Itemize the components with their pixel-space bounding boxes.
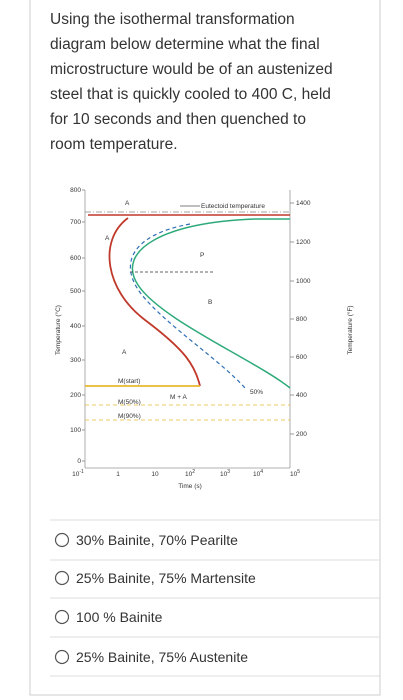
y-left-tick: 100 — [70, 427, 81, 434]
y-left-tick: 400 — [70, 323, 81, 330]
radio[interactable] — [54, 570, 70, 586]
question-line: microstructure would be of an austenized — [50, 61, 333, 78]
separators — [50, 519, 380, 677]
diagram-label: Eutectoid temperature — [201, 203, 265, 210]
diagram-label: 50% — [250, 389, 263, 396]
y-right-tick: 600 — [296, 354, 307, 361]
question-line: Using the isothermal transformation — [50, 11, 295, 28]
diagram — [84, 190, 291, 469]
question-line: diagram below determine what the final — [50, 36, 320, 53]
x-tick: 1 — [116, 471, 120, 478]
y-left-tick: 700 — [70, 219, 81, 226]
radio[interactable] — [54, 649, 70, 665]
x-tick-base: 10 — [220, 471, 228, 478]
option[interactable]: 25% Bainite, 75% Austenite — [54, 649, 249, 665]
y-right-tick: 400 — [296, 392, 307, 399]
x-tick: 103 — [220, 469, 230, 478]
diagram-label: A — [125, 200, 130, 207]
x-tick-exp: 3 — [227, 469, 230, 475]
diagram-label: M(start) — [118, 378, 140, 385]
x-tick: 10 — [151, 471, 159, 478]
x-tick: 10-1 — [72, 469, 84, 478]
x-tick: 102 — [185, 469, 195, 478]
question-line: room temperature. — [50, 136, 178, 153]
x-tick-base: 10 — [253, 471, 261, 478]
diagram-label: M(50%) — [118, 399, 141, 406]
radio[interactable] — [54, 609, 70, 625]
x-tick-base: 10 — [290, 471, 298, 478]
y-left-tick: 0 — [77, 458, 81, 465]
option[interactable]: 25% Bainite, 75% Martensite — [54, 570, 256, 586]
diagram-label: M(90%) — [118, 413, 141, 420]
x-tick: 104 — [253, 469, 263, 478]
question-line: steel that is quickly cooled to 400 C, h… — [50, 86, 331, 103]
y-right-tick: 1400 — [296, 200, 311, 207]
finish-curve — [131, 218, 291, 389]
half-curve — [129, 223, 246, 389]
radio[interactable] — [54, 532, 70, 548]
diagram-label: B — [208, 299, 212, 306]
start-curve — [108, 217, 201, 387]
y-right-tick: 800 — [296, 316, 307, 323]
y-left-tick: 500 — [70, 288, 81, 295]
option-text: 30% Bainite, 70% Pearilte — [76, 532, 238, 548]
y-right-tick: 1000 — [296, 278, 311, 285]
diagram-label: A — [122, 349, 127, 356]
option-text: 25% Bainite, 75% Martensite — [76, 570, 256, 586]
option-text: 25% Bainite, 75% Austenite — [76, 649, 248, 665]
diagram-label: P — [200, 252, 204, 259]
question-line: for 10 seconds and then quenched to — [50, 111, 306, 128]
y-left-tick: 200 — [70, 392, 81, 399]
y-right-tick: 1200 — [296, 239, 311, 246]
option[interactable]: 30% Bainite, 70% Pearilte — [54, 532, 239, 548]
y-right-tick: 200 — [296, 431, 307, 438]
card — [29, 0, 381, 696]
y-left-tick: 300 — [70, 357, 81, 364]
y-left-tick: 800 — [70, 187, 81, 194]
x-title: Time (s) — [178, 483, 202, 490]
option[interactable]: 100 % Bainite — [54, 609, 163, 625]
y-left-title: Temperature (°C) — [54, 305, 62, 355]
x-tick-exp: 2 — [192, 469, 195, 475]
x-tick-exp: 5 — [297, 469, 300, 475]
x-tick-base: 10 — [72, 471, 80, 478]
x-tick-exp: 4 — [260, 469, 263, 475]
option-text: 100 % Bainite — [76, 609, 163, 625]
diagram-label: M + A — [170, 394, 187, 401]
diagram-label: A — [105, 235, 110, 242]
x-tick: 105 — [290, 469, 300, 478]
y-left-tick: 600 — [70, 255, 81, 262]
x-tick-exp: -1 — [79, 469, 84, 475]
x-tick-base: 10 — [185, 471, 193, 478]
y-right-title: Temperature (°F) — [346, 305, 354, 354]
